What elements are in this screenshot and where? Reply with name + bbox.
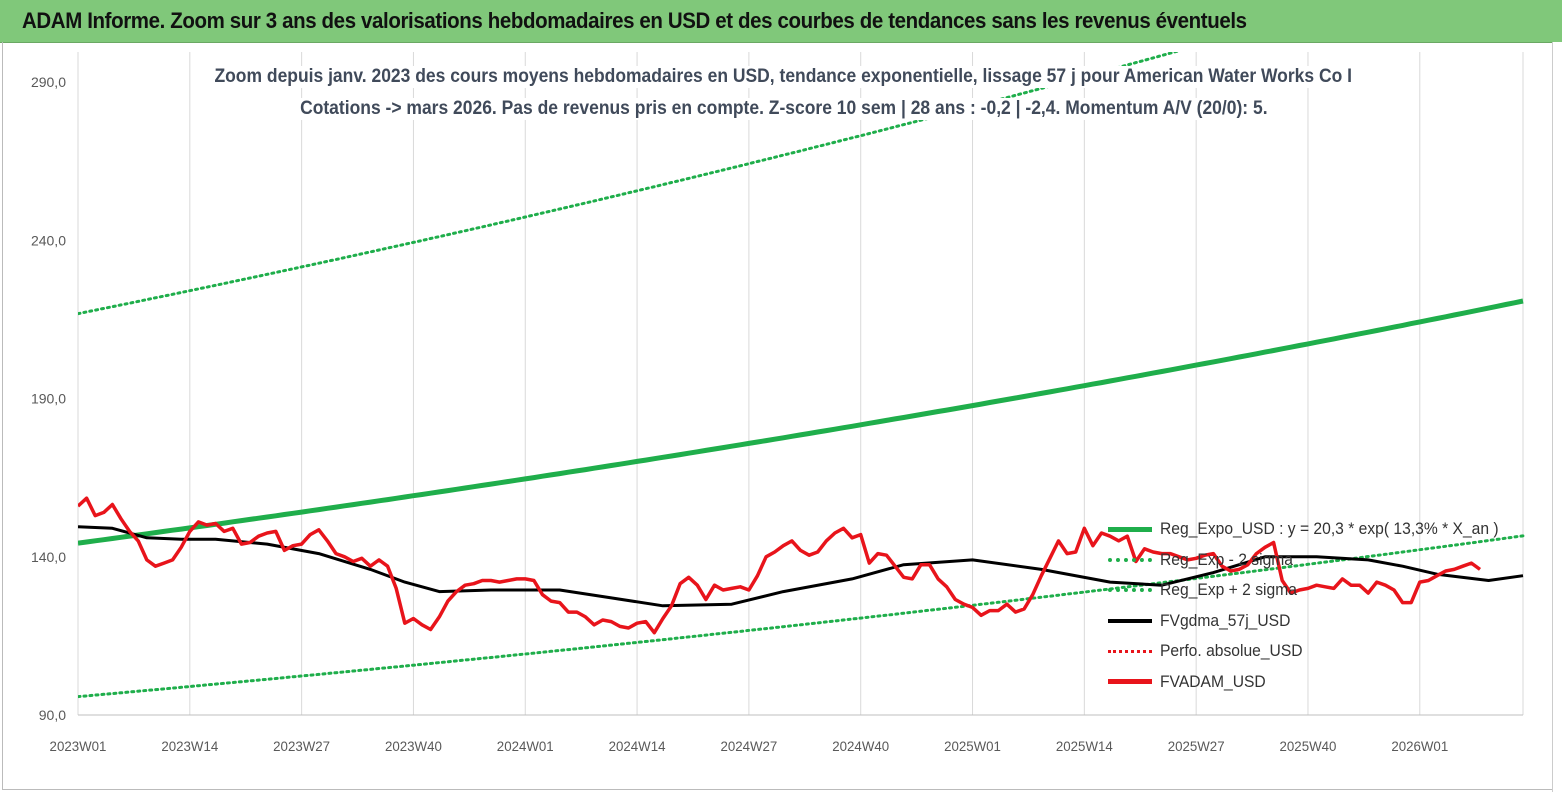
legend-swatch-reg-expo — [1108, 526, 1152, 532]
page-title: ADAM Informe. Zoom sur 3 ans des valoris… — [22, 8, 1247, 33]
series-line-fvadam — [78, 496, 1482, 635]
legend-item-perfo: Perfo. absolue_USD — [1108, 636, 1528, 667]
series-line-reg-plus — [78, 52, 1180, 316]
x-tick-label: 2023W27 — [273, 739, 330, 754]
chart-subtitle: Cotations -> mars 2026. Pas de revenus p… — [292, 98, 1275, 120]
series-line-fvgdma — [78, 525, 1524, 608]
header-bar — [0, 0, 1562, 43]
y-tick-label: 240,0 — [31, 232, 66, 248]
legend-swatch-reg-minus — [1108, 557, 1152, 562]
x-tick-label: 2024W40 — [832, 739, 889, 754]
series-line-reg-expo — [78, 298, 1524, 546]
legend-swatch-reg-plus — [1108, 588, 1152, 593]
legend-item-fvadam: FVADAM_USD — [1108, 667, 1528, 698]
chart-subtitle-line: Cotations -> mars 2026. Pas de revenus p… — [0, 98, 1567, 120]
series-line-reg-minus — [78, 534, 1525, 699]
x-tick-label: 2023W14 — [161, 739, 218, 754]
x-tick-label: 2024W01 — [497, 739, 554, 754]
legend-label-reg-plus: Reg_Exp + 2 sigma — [1160, 580, 1297, 600]
x-tick-label: 2025W01 — [944, 739, 1001, 754]
chart-title-line: Zoom depuis janv. 2023 des cours moyens … — [0, 66, 1567, 88]
x-tick-label: 2025W14 — [1056, 739, 1113, 754]
x-tick-label: 2024W27 — [720, 739, 777, 754]
legend-item-fvgdma: FVgdma_57j_USD — [1108, 606, 1528, 637]
x-tick-label: 2023W40 — [385, 739, 442, 754]
series-group — [78, 52, 1525, 699]
legend-label-reg-expo: Reg_Expo_USD : y = 20,3 * exp( 13,3% * X… — [1160, 519, 1499, 539]
x-tick-label: 2025W40 — [1280, 739, 1337, 754]
legend-label-perfo: Perfo. absolue_USD — [1160, 641, 1303, 661]
legend-label-reg-minus: Reg_Exp - 2 sigma — [1160, 549, 1294, 569]
legend-label-fvadam: FVADAM_USD — [1160, 671, 1266, 691]
y-tick-label: 190,0 — [31, 391, 66, 407]
legend-swatch-fvgdma — [1108, 618, 1152, 623]
line-chart: 90,0 140,0 190,0 240,0 290,0 2023W01 2023W14 20… — [31, 52, 1525, 754]
x-tick-label: 2024W14 — [609, 739, 666, 754]
y-tick-label: 140,0 — [31, 549, 66, 565]
legend-swatch-fvadam — [1108, 679, 1152, 685]
legend-swatch-perfo — [1108, 649, 1152, 653]
chart-title: Zoom depuis janv. 2023 des cours moyens … — [207, 66, 1360, 88]
y-tick-label: 90,0 — [39, 707, 66, 723]
legend-item-reg-plus: Reg_Exp + 2 sigma — [1108, 575, 1528, 606]
scrollbar-gutter — [1552, 42, 1567, 792]
chart-legend: Reg_Expo_USD : y = 20,3 * exp( 13,3% * X… — [1108, 514, 1528, 697]
x-tick-label: 2026W01 — [1391, 739, 1448, 754]
legend-label-fvgdma: FVgdma_57j_USD — [1160, 610, 1291, 630]
x-tick-label: 2025W27 — [1168, 739, 1225, 754]
x-tick-label: 2023W01 — [50, 739, 107, 754]
legend-item-reg-minus: Reg_Exp - 2 sigma — [1108, 545, 1528, 576]
y-tick-label: 290,0 — [31, 74, 66, 90]
legend-item-reg-expo: Reg_Expo_USD : y = 20,3 * exp( 13,3% * X… — [1108, 514, 1528, 545]
